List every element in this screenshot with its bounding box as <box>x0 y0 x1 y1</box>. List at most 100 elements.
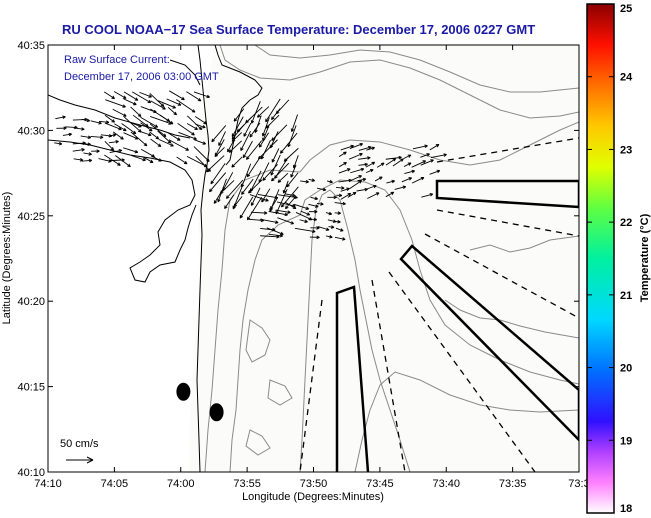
inset-line-1: Raw Surface Current: <box>64 54 170 66</box>
y-axis-label: Latitude (Degrees:Minutes) <box>1 192 13 325</box>
land-mass <box>48 45 215 472</box>
current-vector <box>316 202 324 206</box>
current-vector <box>149 93 165 107</box>
current-vector <box>123 91 139 101</box>
current-vector <box>284 201 297 210</box>
current-vector <box>257 193 278 200</box>
current-vector <box>140 116 159 128</box>
current-vector <box>231 156 243 168</box>
current-vector <box>326 179 333 184</box>
current-vector <box>270 197 279 210</box>
current-vector <box>411 160 427 168</box>
lane-boundary <box>424 233 579 319</box>
current-vector <box>195 116 207 125</box>
current-vector <box>151 155 162 162</box>
current-vector <box>109 149 123 154</box>
depth-contour <box>469 235 579 253</box>
current-vector <box>365 161 376 168</box>
current-vector <box>139 130 152 137</box>
lane-boundary <box>299 299 323 472</box>
current-vector <box>224 194 235 209</box>
current-vector <box>283 147 299 162</box>
coastline <box>214 45 263 166</box>
current-vector <box>73 158 84 162</box>
current-vector <box>56 126 67 130</box>
current-vector <box>258 132 270 148</box>
current-vector <box>334 219 341 224</box>
colorbar-tick-label: 19 <box>620 435 632 447</box>
current-vector <box>256 106 270 118</box>
depth-contour <box>245 429 271 456</box>
current-vector <box>158 139 174 147</box>
buoy-marker <box>209 403 224 422</box>
current-vector <box>366 146 376 151</box>
depth-contour <box>299 189 411 472</box>
current-vector <box>258 162 270 183</box>
current-vector <box>385 155 402 160</box>
current-vector <box>140 122 153 132</box>
y-tick-label: 40:25 <box>17 211 45 223</box>
current-vector <box>309 235 320 240</box>
current-vector <box>265 98 281 123</box>
lane-boundary <box>436 209 579 237</box>
scale-label: 50 cm/s <box>60 438 99 450</box>
current-vector <box>271 124 288 141</box>
current-vector <box>290 164 297 178</box>
current-vector <box>348 152 363 160</box>
current-vector <box>277 172 289 183</box>
y-tick-label: 40:30 <box>17 125 45 137</box>
current-vector <box>242 140 253 159</box>
current-vector <box>309 209 318 214</box>
current-vector <box>338 168 351 174</box>
current-vector <box>113 91 127 99</box>
current-vector <box>213 187 225 204</box>
current-vector <box>104 141 115 151</box>
current-vector <box>166 98 182 106</box>
colorbar-tick-label: 18 <box>620 503 632 515</box>
current-vector <box>268 233 284 238</box>
current-vector <box>365 184 377 190</box>
current-vector <box>114 123 127 132</box>
current-vector <box>123 98 137 106</box>
colorbar-tick-label: 20 <box>620 363 632 375</box>
current-vector <box>430 153 447 159</box>
colorbar-tick-label: 25 <box>620 3 632 15</box>
current-vector <box>403 162 412 167</box>
current-vector <box>300 179 309 184</box>
depth-contour <box>254 45 579 93</box>
current-vector <box>225 179 244 199</box>
shipping-lane <box>335 285 370 472</box>
current-vector <box>293 203 310 210</box>
colorbar-label: Temperature (°C) <box>639 213 651 302</box>
current-vector <box>108 133 117 137</box>
x-tick-label: 73:3 <box>568 478 589 490</box>
current-vector <box>214 147 225 158</box>
current-vector <box>73 127 85 131</box>
current-vector <box>177 122 195 136</box>
current-vector <box>62 132 72 137</box>
current-vector <box>374 176 383 182</box>
current-vector <box>243 122 252 137</box>
current-vector <box>158 100 176 109</box>
current-vector <box>211 125 227 143</box>
y-axis: 40:10 40:15 40:20 40:25 40:30 40:35 <box>17 40 579 479</box>
current-vector <box>262 164 278 181</box>
current-vector <box>90 135 104 140</box>
current-vector <box>141 156 154 164</box>
current-vector <box>350 167 365 174</box>
current-vector <box>82 142 91 146</box>
current-vector <box>186 115 203 131</box>
y-tick-label: 40:10 <box>17 467 45 479</box>
current-vector <box>108 139 119 144</box>
current-vector <box>429 143 440 151</box>
current-vector <box>241 178 254 195</box>
current-vector <box>91 149 100 153</box>
depth-contour <box>245 319 271 363</box>
current-vector <box>176 156 188 165</box>
current-vector <box>365 168 374 174</box>
current-vector <box>99 120 110 124</box>
current-vector <box>250 101 261 124</box>
current-vector <box>240 130 251 151</box>
current-vector <box>336 193 343 198</box>
current-vector <box>347 191 357 198</box>
